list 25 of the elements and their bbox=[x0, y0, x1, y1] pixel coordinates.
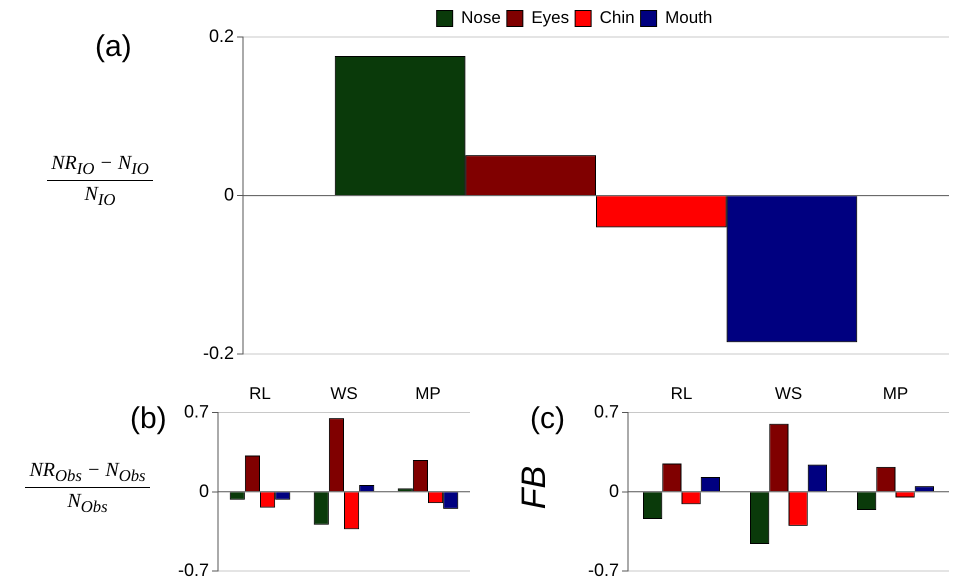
y-tick-label: 0.7 bbox=[184, 401, 210, 422]
chart-title: (a) bbox=[95, 30, 132, 64]
x-tick-label: WS bbox=[330, 384, 358, 403]
x-tick-label: MP bbox=[882, 384, 908, 403]
legend-label: Nose bbox=[461, 8, 501, 28]
x-tick-label: MP bbox=[415, 384, 441, 403]
x-tick-label: WS bbox=[774, 384, 802, 403]
y-tick-label: 0 bbox=[199, 480, 210, 501]
text: NR$_{Obs}$ − N$_{Obs}$ N$_{Obs}$ bbox=[29, 459, 146, 516]
x-tick-label: RL bbox=[670, 384, 692, 403]
y-tick-label: -0.7 bbox=[588, 560, 620, 580]
chart-title: (b) bbox=[130, 402, 167, 436]
text: NR$_{IO}$ − N$_{IO}$ N$_{IO}$ bbox=[51, 152, 149, 209]
chart-title: (c) bbox=[530, 402, 565, 436]
y-tick-label: -0.7 bbox=[178, 560, 210, 580]
x-tick-label: RL bbox=[249, 384, 271, 403]
legend-label: Mouth bbox=[665, 8, 712, 28]
y-tick-label: -0.2 bbox=[202, 343, 234, 364]
y-tick-label: 0 bbox=[609, 480, 620, 501]
legend-label: Chin bbox=[600, 8, 635, 28]
y-tick-label: 0.7 bbox=[594, 401, 620, 422]
legend-label: Eyes bbox=[531, 8, 570, 28]
y-tick-label: 0.2 bbox=[208, 26, 234, 46]
y-tick-label: 0 bbox=[224, 184, 234, 205]
y-axis-title: FB bbox=[515, 465, 554, 509]
